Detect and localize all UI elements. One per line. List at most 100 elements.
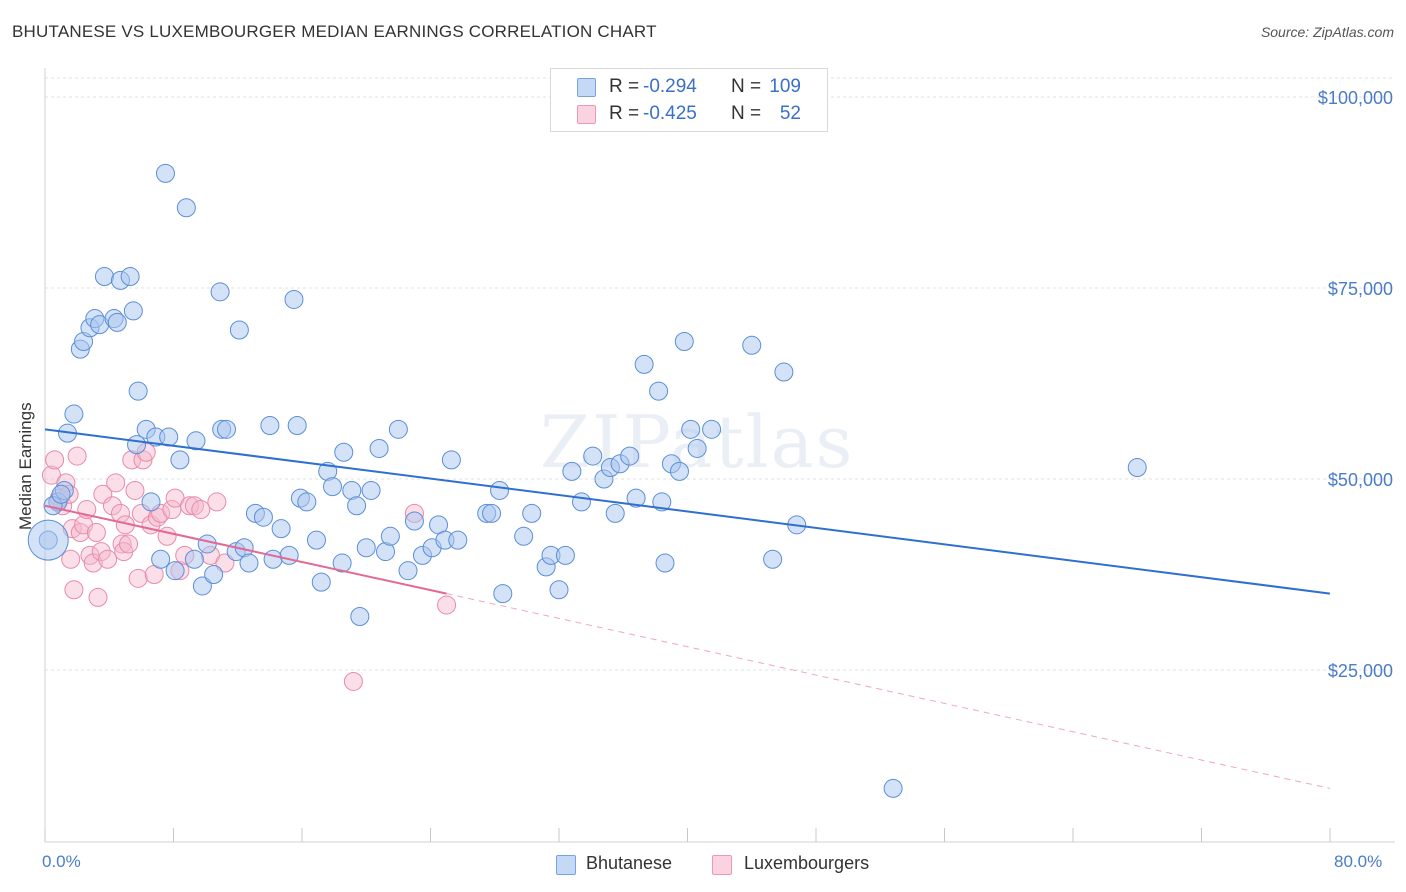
luxembourgers-point [157,526,177,546]
x-min-label: 0.0% [42,852,81,871]
bhutanese-point [229,320,249,340]
bhutanese-point [620,446,640,466]
bhutanese-point [742,335,762,355]
bhutanese-point [128,381,148,401]
luxembourgers-point [125,480,145,500]
bhutanese-point [369,438,389,458]
bhutanese-point [334,442,354,462]
bhutanese-point [217,419,237,439]
bhutanese-point [398,561,418,581]
luxembourgers-point [437,595,457,615]
bhutanese-point [555,545,575,565]
bhutanese-point [210,282,230,302]
bhutanese-point [687,438,707,458]
y-tick-label: $100,000 [1318,88,1393,108]
bhutanese-point [332,553,352,573]
bhutanese-trend-line [44,428,1331,595]
x-max-label: 80.0% [1334,852,1383,871]
bhutanese-point [514,526,534,546]
bhutanese-point [669,461,689,481]
bhutanese-point [253,507,273,527]
bhutanese-point [176,198,196,218]
bhutanese-point [380,526,400,546]
luxembourgers-point [112,534,132,554]
bhutanese-point [571,492,591,512]
trend-lines [446,593,1331,789]
bhutanese-point [583,446,603,466]
bhutanese-point [522,503,542,523]
bhutanese-point [356,538,376,558]
bhutanese-point [655,553,675,573]
legend-r-label: R = [609,76,640,97]
bhutanese-point [260,416,280,436]
bhutanese-points [27,163,1147,798]
legend-n-label: N = [731,103,762,124]
bhutanese-point [626,488,646,508]
luxembourgers-point [207,492,227,512]
bhutanese-point [350,607,370,627]
y-axis-label: Median Earnings [16,402,35,530]
luxembourgers-legend-label: Luxembourgers [744,853,870,873]
luxembourgers-trend-extension [446,593,1331,789]
bhutanese-point [284,289,304,309]
bhutanese-point [1127,458,1147,478]
luxembourgers-point [102,496,122,516]
bhutanese-point [562,461,582,481]
luxembourgers-point [88,587,108,607]
bhutanese-point [652,492,672,512]
legend-n-label: N = [731,76,762,97]
bhutanese-point [51,484,71,504]
luxembourgers-point [191,500,211,520]
bhutanese-point [165,561,185,581]
bhutanese-point [271,519,291,539]
bhutanese-legend-label: Bhutanese [586,853,673,873]
gridlines [45,77,1395,671]
luxembourgers-point [91,542,111,562]
bhutanese-point [297,492,317,512]
bhutanese-point [441,450,461,470]
luxembourgers-point [70,522,90,542]
y-tick-labels: $25,000 $50,000 $75,000 $100,000 [1318,88,1393,681]
bhutanese-point [311,572,331,592]
bhutanese-point [151,549,171,569]
bhutanese-point [279,545,299,565]
luxembourgers-point [215,553,235,573]
luxembourgers-swatch [577,105,596,124]
legend-r-value: -0.425 [643,103,697,124]
legend-row-luxembourgers: R = -0.425 N = 52 [551,101,827,127]
bhutanese-point [493,584,513,604]
bhutanese-point [605,503,625,523]
legend-n-value: 52 [779,103,801,124]
bhutanese-point [127,435,147,455]
bhutanese-point [186,431,206,451]
luxembourgers-point [343,671,363,691]
bhutanese-point [490,480,510,500]
luxembourgers-point [45,450,65,470]
bhutanese-point [94,267,114,287]
chart-source: Source: ZipAtlas.com [1260,24,1394,40]
luxembourgers-point [64,580,84,600]
luxembourgers-point [61,549,81,569]
axes [44,68,1395,843]
bhutanese-point [361,480,381,500]
bhutanese-point [64,404,84,424]
bhutanese-point [287,416,307,436]
bhutanese-point [170,450,190,470]
luxembourgers-point [128,568,148,588]
luxembourgers-point [67,446,87,466]
legend-row-bhutanese: R = -0.294 N = 109 [551,74,827,100]
bhutanese-point [184,549,204,569]
y-tick-label: $75,000 [1328,279,1393,299]
luxembourgers-point [119,534,139,554]
bhutanese-point [107,312,127,332]
bhutanese-point-large [27,519,69,561]
bhutanese-point [120,267,140,287]
correlation-legend: R = -0.294 N = 109 R = -0.425 N = 52 [550,68,828,132]
y-tick-label: $25,000 [1328,661,1393,681]
bhutanese-swatch [577,78,596,97]
bhutanese-point [155,163,175,183]
bhutanese-point [649,381,669,401]
bhutanese-point [763,549,783,569]
bhutanese-point [774,362,794,382]
